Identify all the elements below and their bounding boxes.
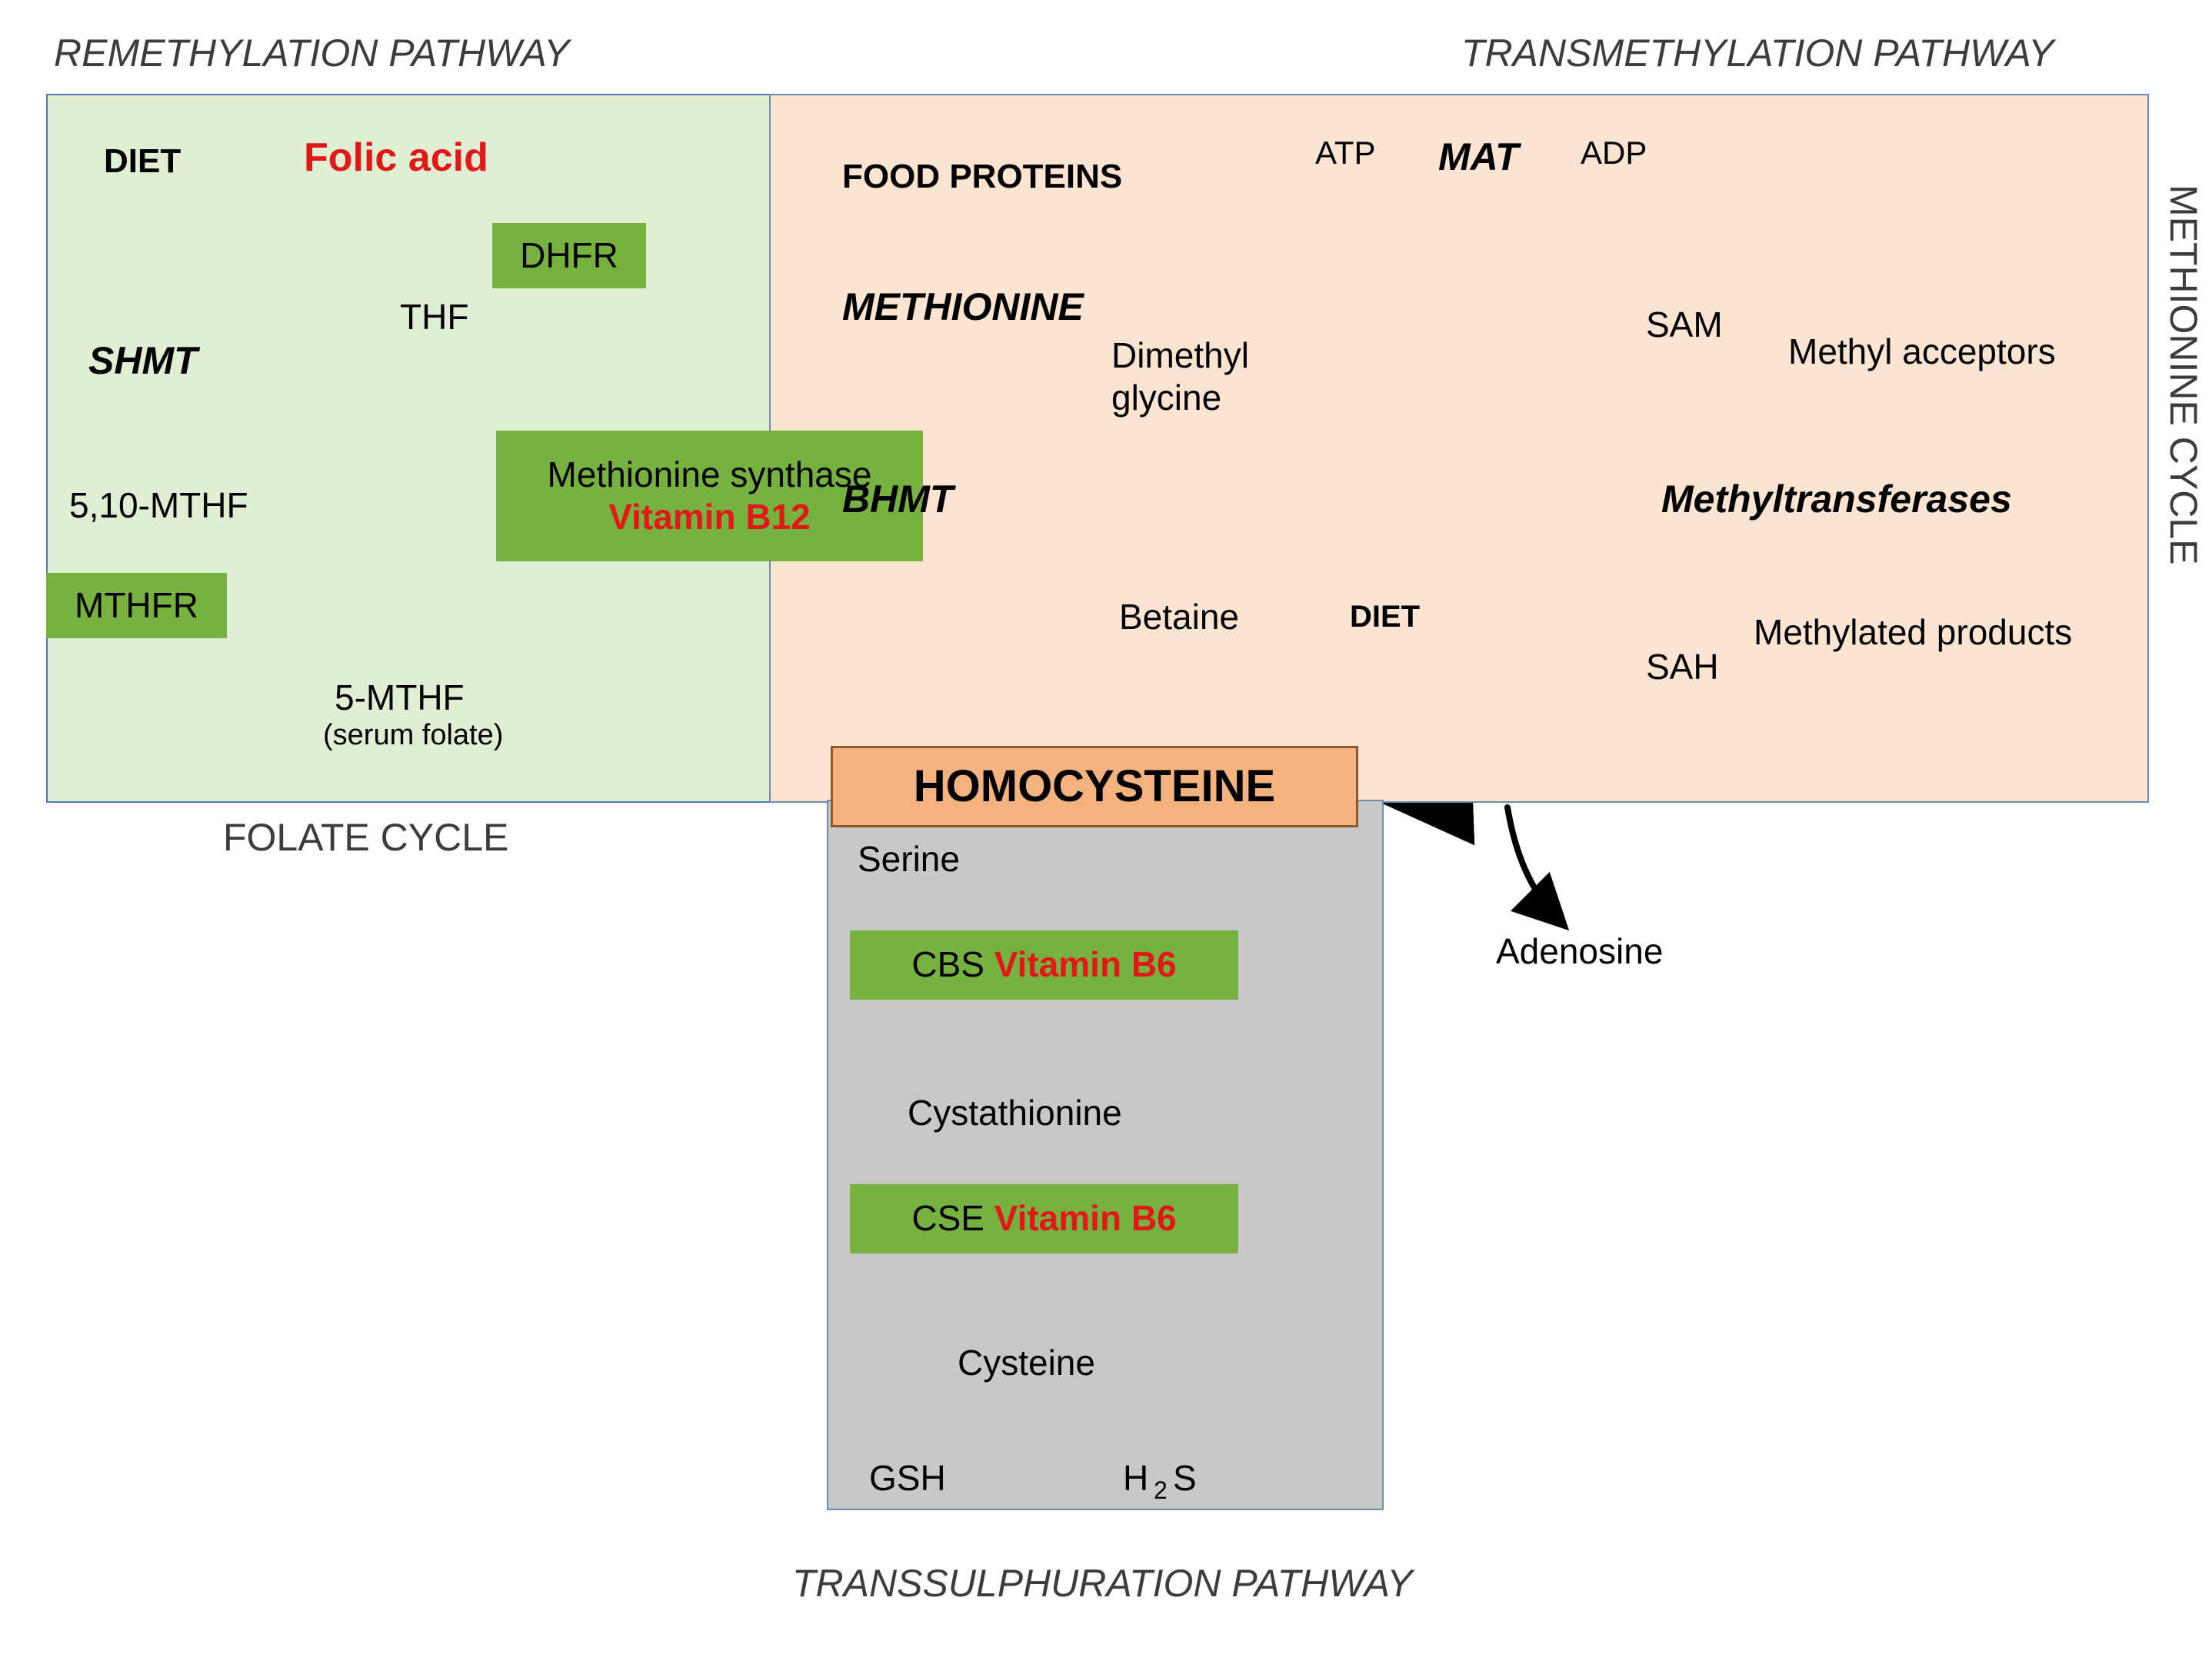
- panel-sulf: [827, 800, 1384, 1510]
- node-atp: ATP: [1315, 135, 1376, 171]
- node-betaine: Betaine: [1119, 596, 1239, 637]
- node-methionine: METHIONINE: [842, 285, 1084, 329]
- title-transmeth: TRANSMETHYLATION PATHWAY: [1461, 31, 2054, 75]
- node-serine: Serine: [858, 838, 960, 880]
- node-methylated_products: Methylated products: [1754, 611, 2072, 653]
- node-serum_folate: (serum folate): [323, 719, 503, 752]
- node-food_proteins: FOOD PROTEINS: [842, 158, 1122, 196]
- node-shmt: SHMT: [88, 338, 198, 383]
- node-diet2: DIET: [1350, 600, 1420, 634]
- enzyme-cbs: CBS Vitamin B6: [850, 930, 1238, 1000]
- arrow-sah-adenosine: [1507, 807, 1561, 923]
- title-remeth: REMETHYLATION PATHWAY: [54, 31, 569, 75]
- node-adenosine: Adenosine: [1496, 930, 1663, 972]
- node-m510: 5,10-MTHF: [69, 484, 248, 526]
- node-methyl_acceptors: Methyl acceptors: [1788, 331, 2056, 372]
- enzyme-mthfr: MTHFR: [46, 573, 227, 638]
- node-diet1: DIET: [104, 142, 181, 181]
- title-methionine_cycle: METHIONINE CYCLE: [2161, 185, 2206, 565]
- node-cysteine: Cysteine: [958, 1342, 1095, 1383]
- node-h2s_2: 2: [1154, 1476, 1168, 1505]
- node-h2s_h: H: [1123, 1457, 1148, 1499]
- node-bhmt: BHMT: [842, 477, 953, 521]
- node-cystathionine: Cystathionine: [908, 1092, 1122, 1133]
- node-dimethyl2: glycine: [1111, 377, 1221, 418]
- node-adp: ADP: [1581, 135, 1647, 171]
- node-h2s_s: S: [1173, 1457, 1197, 1499]
- homocysteine-box: HOMOCYSTEINE: [831, 746, 1358, 827]
- enzyme-cse: CSE Vitamin B6: [850, 1184, 1238, 1253]
- node-sam: SAM: [1646, 304, 1723, 345]
- node-gsh: GSH: [869, 1457, 946, 1499]
- panel-trans: [769, 94, 2149, 803]
- node-sah: SAH: [1646, 646, 1719, 687]
- node-mat: MAT: [1438, 135, 1519, 179]
- node-folic_acid: Folic acid: [304, 135, 488, 181]
- node-thf: THF: [400, 296, 468, 338]
- node-dimethyl1: Dimethyl: [1111, 334, 1249, 376]
- node-methyltransferases: Methyltransferases: [1661, 477, 2012, 521]
- node-m5: 5-MTHF: [335, 677, 465, 718]
- title-transsulf: TRANSSULPHURATION PATHWAY: [792, 1561, 1413, 1606]
- title-folate_cycle: FOLATE CYCLE: [223, 815, 508, 860]
- enzyme-dhfr: DHFR: [492, 223, 646, 288]
